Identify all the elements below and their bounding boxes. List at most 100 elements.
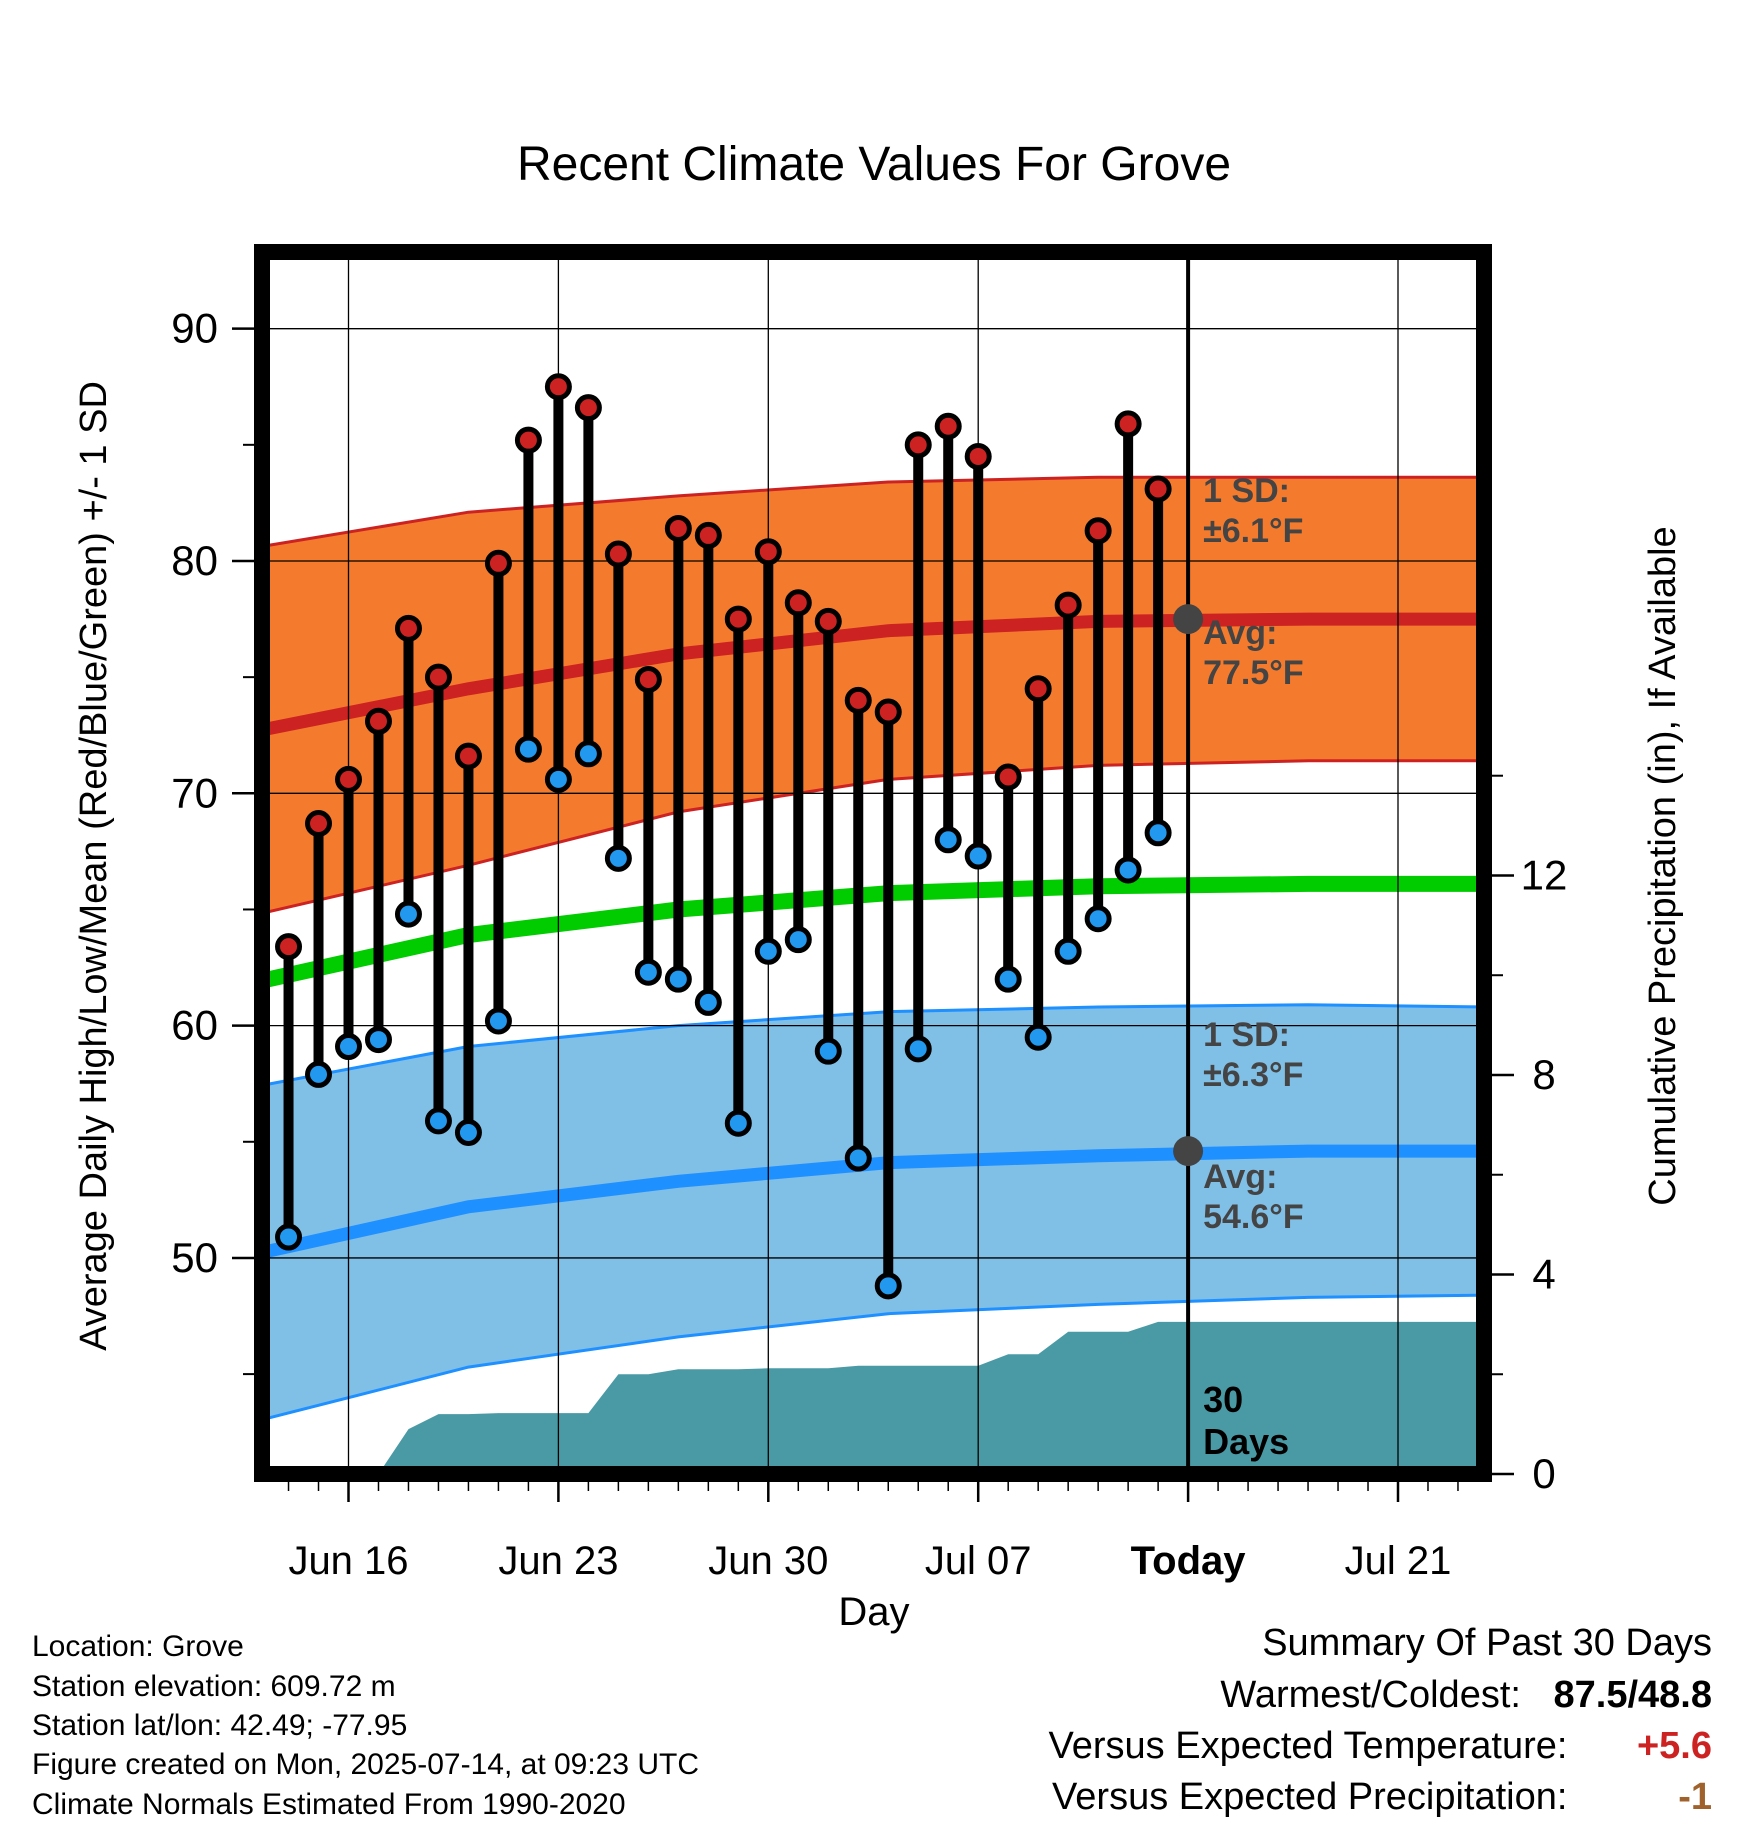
elevation-text: Station elevation: 609.72 m: [32, 1670, 396, 1703]
low-avg-label: Avg: 54.6°F: [1203, 1158, 1304, 1236]
axes: Jun 16 Jun 23 Jun 30 Jul 07 Today Jul 21 50 60 7…: [171, 244, 1568, 1583]
today-low-marker: [1173, 1136, 1204, 1167]
y-right-tick-label: 12: [1521, 851, 1568, 898]
daily-low-point: [1144, 819, 1172, 847]
x-tick-label: Jul 07: [925, 1539, 1032, 1583]
daily-high-point: [544, 373, 572, 401]
days-label: 30 Days: [1203, 1379, 1289, 1462]
daily-low-point: [724, 1109, 752, 1137]
daily-high-point: [514, 426, 542, 454]
daily-low-point: [424, 1107, 452, 1135]
x-tick-label: Today: [1131, 1539, 1247, 1583]
today-high-marker: [1173, 604, 1204, 635]
daily-high-point: [275, 933, 303, 961]
daily-low-point: [514, 735, 542, 763]
daily-high-point: [754, 538, 782, 566]
y-axis-left-label: Average Daily High/Low/Mean (Red/Blue/Gr…: [73, 381, 115, 1351]
daily-low-point: [1024, 1023, 1052, 1051]
daily-high-point: [335, 765, 362, 793]
daily-low-point: [814, 1037, 842, 1065]
daily-high-point: [1084, 517, 1112, 545]
daily-low-point: [844, 1144, 872, 1172]
summary-heading: Summary Of Past 30 Days: [1262, 1622, 1712, 1664]
y-left-tick-label: 80: [171, 537, 218, 584]
y-left-tick-label: 70: [171, 769, 218, 816]
daily-high-point: [874, 698, 902, 726]
daily-high-point: [784, 589, 812, 617]
summary-precip: Versus Expected Precipitation: -1: [1052, 1776, 1712, 1819]
warm-cold-label: Warmest/Coldest:: [1220, 1674, 1521, 1716]
precip-value: -1: [1678, 1776, 1712, 1818]
daily-low-point: [784, 926, 812, 954]
precip-label: Versus Expected Precipitation:: [1052, 1776, 1568, 1818]
plot-area: 1 SD: ±6.1°F Avg: 77.5°F 1 SD: ±6.3°F Avg: 54.6…: [256, 252, 1489, 1474]
y-right-tick-label: 8: [1532, 1051, 1555, 1098]
daily-high-point: [664, 514, 692, 542]
daily-high-point: [364, 707, 392, 735]
daily-low-point: [574, 740, 602, 768]
temp-label: Versus Expected Temperature:: [1048, 1725, 1568, 1767]
daily-high-point: [574, 394, 602, 422]
location-text: Location: Grove: [32, 1630, 244, 1663]
latlon-text: Station lat/lon: 42.49; -77.95: [32, 1709, 408, 1742]
low-sd-label: 1 SD: ±6.3°F: [1203, 1016, 1303, 1094]
low-sd-lower-edge: [258, 1293, 1489, 1423]
daily-low-point: [544, 765, 572, 793]
warm-cold-value: 87.5/48.8: [1553, 1674, 1712, 1716]
y-left-tick-label: 90: [171, 305, 218, 352]
x-axis-label: Day: [838, 1590, 909, 1634]
daily-high-point: [484, 549, 512, 577]
precipitation-area: [348, 1321, 1488, 1474]
daily-high-point: [844, 686, 872, 714]
daily-low-point: [484, 1007, 512, 1035]
x-tick-label: Jun 23: [498, 1539, 618, 1583]
normals-text: Climate Normals Estimated From 1990-2020: [32, 1788, 626, 1821]
high-normal-line: [257, 612, 1488, 737]
daily-high-point: [814, 607, 842, 635]
daily-high-point: [964, 442, 992, 470]
daily-low-point: [754, 937, 782, 965]
high-sd-label: 1 SD: ±6.1°F: [1203, 472, 1303, 550]
plot-frame: [254, 244, 1492, 1482]
daily-low-point: [364, 1026, 392, 1054]
daily-low-point: [664, 965, 692, 993]
high-sd-upper-edge: [258, 475, 1488, 549]
y-axis-right-label: Cumulative Precipitation (in), If Availa…: [1642, 526, 1684, 1205]
daily-low-point: [335, 1033, 362, 1061]
daily-low-point: [1054, 937, 1082, 965]
daily-high-point: [1054, 591, 1082, 619]
daily-high-point: [724, 605, 752, 633]
daily-low-point: [904, 1035, 932, 1063]
daily-high-point: [604, 540, 632, 568]
daily-low-point: [634, 958, 662, 986]
daily-high-point: [994, 763, 1022, 791]
created-text: Figure created on Mon, 2025-07-14, at 09…: [32, 1748, 700, 1781]
daily-low-point: [394, 900, 422, 928]
low-sd-band: [258, 1004, 1488, 1421]
x-tick-label: Jun 30: [708, 1539, 828, 1583]
daily-low-point: [874, 1272, 902, 1300]
daily-low-point: [275, 1223, 303, 1251]
daily-high-point: [904, 431, 932, 459]
x-tick-label: Jul 21: [1345, 1539, 1452, 1583]
y-left-tick-label: 50: [171, 1234, 218, 1281]
y-right-tick-label: 4: [1532, 1250, 1555, 1297]
summary-warm-cold: Warmest/Coldest: 87.5/48.8: [1220, 1674, 1712, 1717]
summary-temp: Versus Expected Temperature: +5.6: [1049, 1725, 1712, 1768]
x-tick-label: Jun 16: [288, 1539, 408, 1583]
daily-high-point: [305, 810, 333, 838]
daily-high-point: [394, 614, 422, 642]
daily-low-point: [305, 1060, 333, 1088]
temp-value: +5.6: [1636, 1725, 1712, 1767]
y-left-tick-label: 60: [171, 1002, 218, 1049]
chart-title: Recent Climate Values For Grove: [517, 138, 1231, 191]
daily-high-point: [454, 742, 482, 770]
daily-low-point: [694, 988, 722, 1016]
daily-high-point: [634, 665, 662, 693]
daily-low-point: [994, 965, 1022, 993]
daily-low-point: [1084, 905, 1112, 933]
daily-low-point: [454, 1118, 482, 1146]
daily-high-point: [1144, 475, 1172, 503]
daily-low-point: [934, 826, 962, 854]
